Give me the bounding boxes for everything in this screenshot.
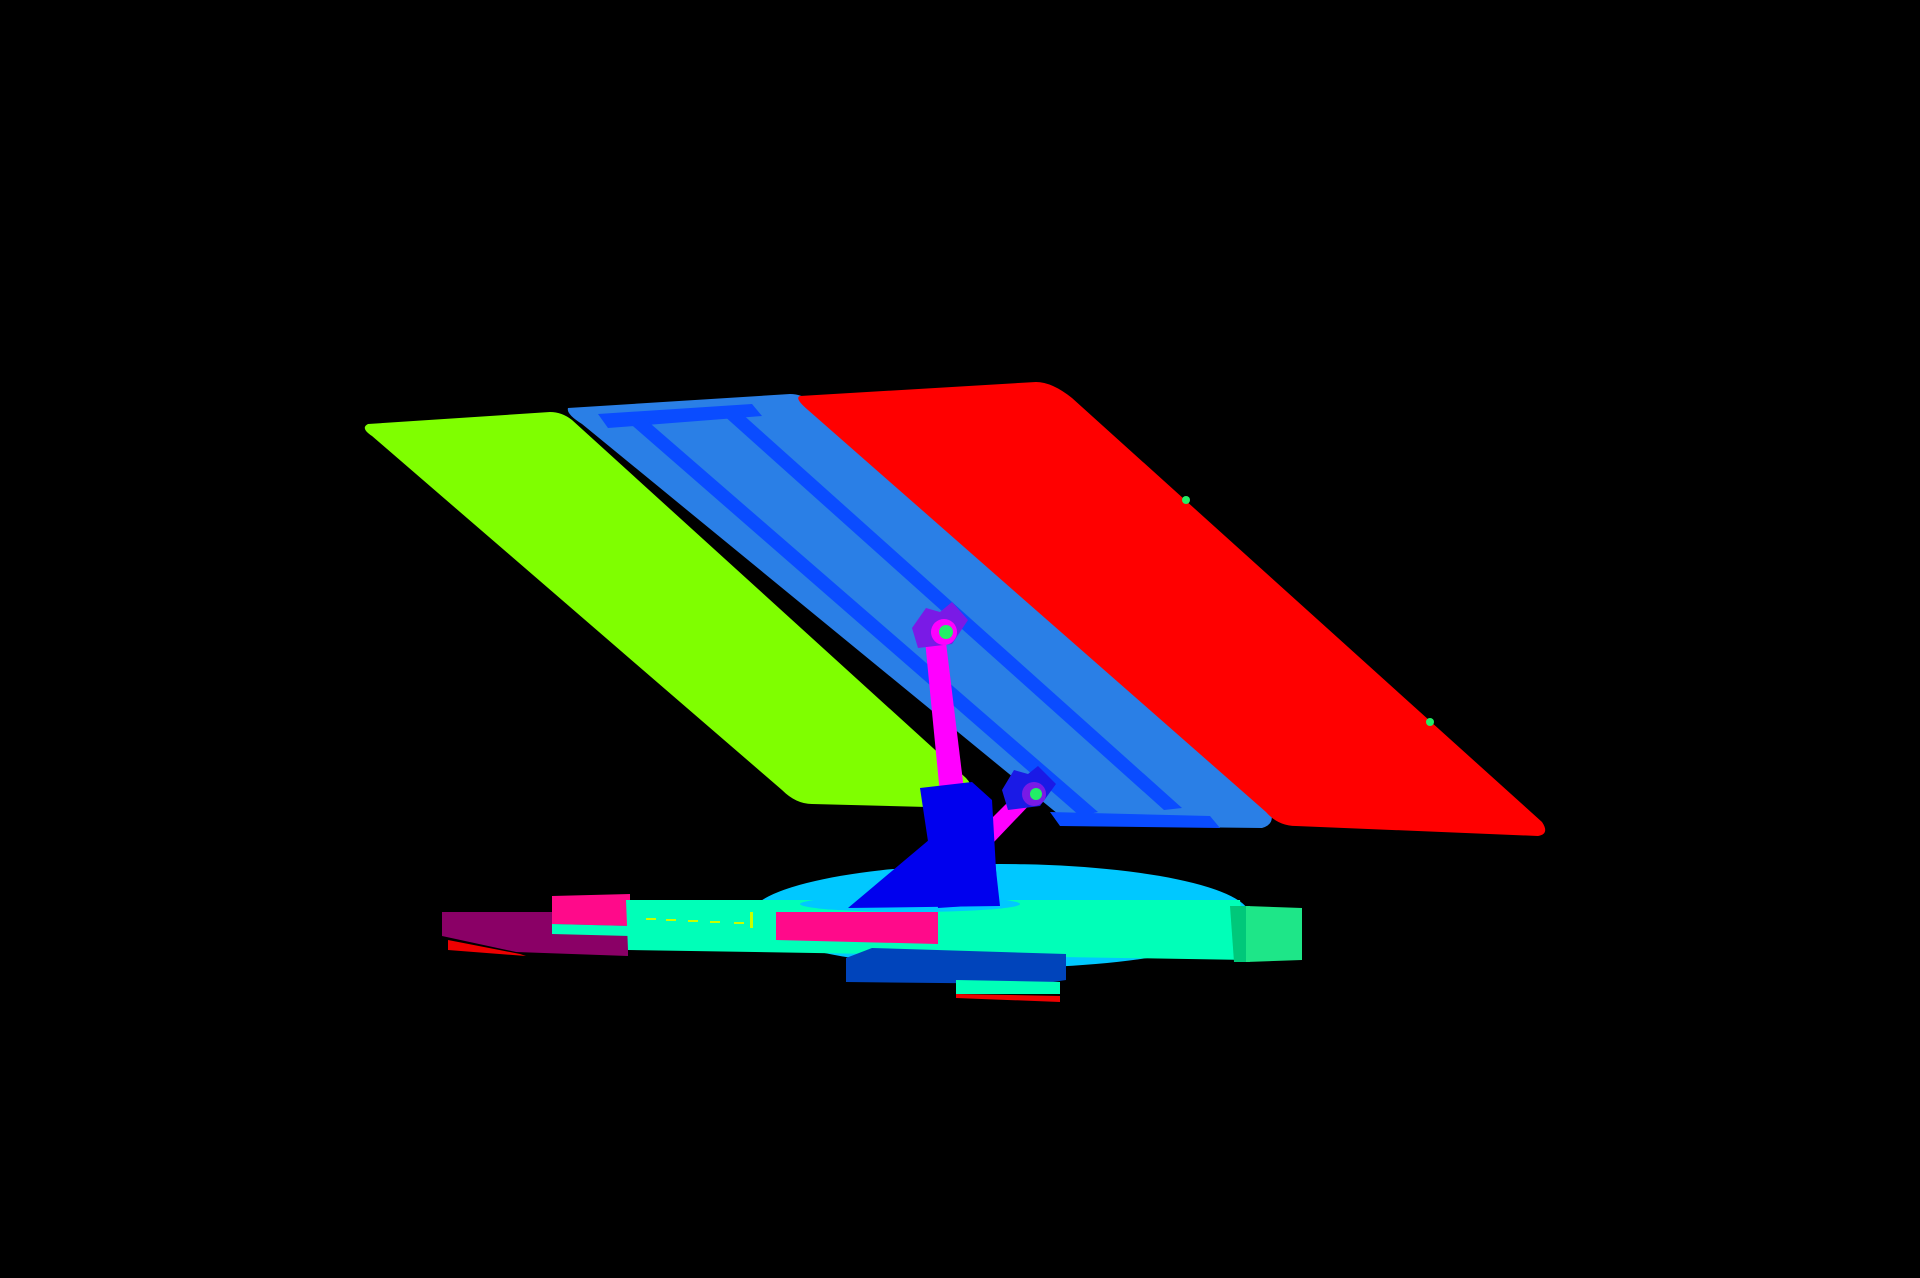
mast-assembly xyxy=(800,782,1020,912)
solar-panel-array xyxy=(364,382,1546,836)
panel-right xyxy=(798,382,1546,836)
base-plate-edge xyxy=(1230,906,1250,962)
actuator-assembly xyxy=(912,602,1056,842)
joint-pin-lower xyxy=(1030,788,1042,800)
base-foot-front-red xyxy=(956,994,1060,1002)
base-slot-1 xyxy=(646,918,656,920)
base-slots xyxy=(646,912,753,928)
base-foot-front-blue xyxy=(846,948,1066,984)
base-slot-5 xyxy=(734,922,744,924)
base-block-center-pink xyxy=(776,912,938,944)
base-block-left-teal xyxy=(552,924,630,936)
panel-pin-1 xyxy=(1182,496,1190,504)
base-slot-6 xyxy=(750,912,753,928)
base-slot-4 xyxy=(710,921,720,923)
mast-column xyxy=(920,782,998,908)
actuator-arm-upper xyxy=(924,626,964,794)
panel-left xyxy=(364,412,972,808)
base-slot-2 xyxy=(666,919,676,921)
panel-rail-bottom xyxy=(1050,812,1220,828)
panel-pin-2 xyxy=(1426,718,1434,726)
panel-rail-1 xyxy=(626,418,1098,816)
base-foot-front-teal xyxy=(956,980,1060,994)
joint-pin-upper xyxy=(939,625,953,639)
base-foot-left-edge xyxy=(448,940,526,956)
base-side-block xyxy=(1246,906,1302,962)
base-slot-3 xyxy=(688,920,698,922)
base-block-left-pink xyxy=(552,894,630,926)
panel-middle xyxy=(567,394,1272,828)
